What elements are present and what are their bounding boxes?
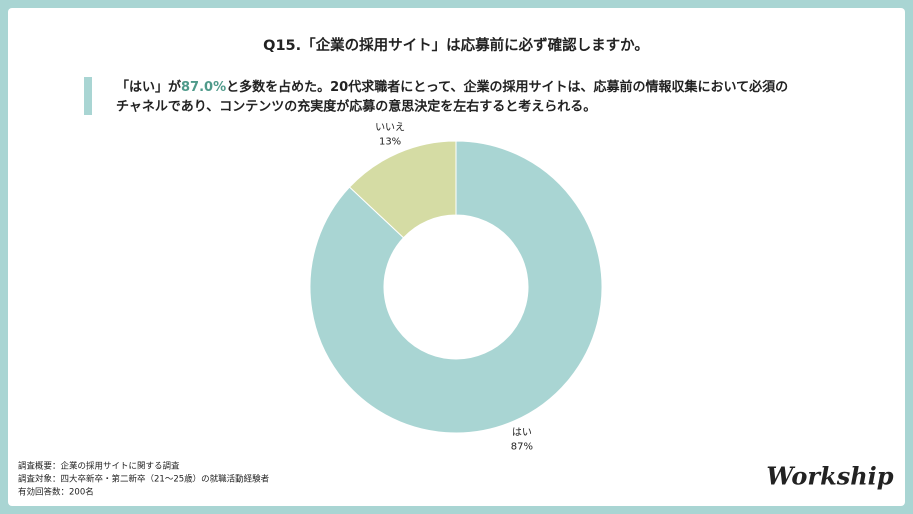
donut-slice xyxy=(309,140,603,434)
logo: Workship xyxy=(766,462,893,491)
slice-value-label: 13% xyxy=(379,137,401,148)
note: 調査対象：四大卒新卒・第二新卒（21〜25歳）の就職活動経験者 xyxy=(18,474,270,485)
headline-text: 「はい」が xyxy=(116,79,181,95)
headline-text: と多数を占めた。20代求職者にとって、企業の採用サイトは、応募前の情報収集におい… xyxy=(226,79,788,95)
note: 調査概要：企業の採用サイトに関する調査 xyxy=(18,461,180,472)
headline-text: チャネルであり、コンテンツの充実度が応募の意思決定を左右すると考えられる。 xyxy=(116,99,596,115)
note: 有効回答数：200名 xyxy=(18,487,94,498)
chart-title: Q15.「企業の採用サイト」は応募前に必ず確認しますか。 xyxy=(263,36,649,54)
donut-slice xyxy=(348,140,457,239)
headline: 「はい」が87.0%と多数を占めた。20代求職者にとって、企業の採用サイトは、応… xyxy=(116,79,788,95)
headline-highlight: 87.0% xyxy=(181,80,226,95)
panel xyxy=(8,8,905,506)
slice-label: いいえ xyxy=(375,122,405,134)
slice-value-label: 87% xyxy=(511,441,533,452)
headline-bar xyxy=(84,77,92,115)
slice-label: はい xyxy=(512,426,532,438)
